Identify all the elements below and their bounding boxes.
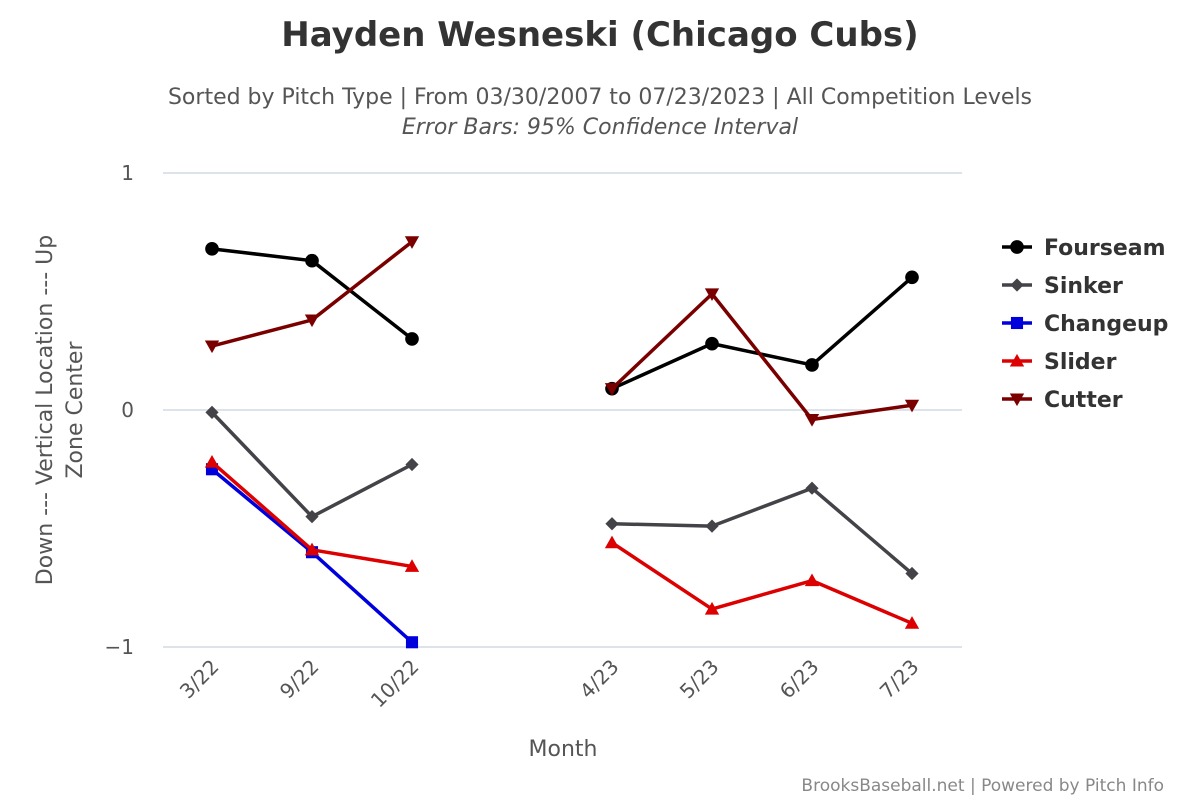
y-axis-title: Down --- Vertical Location --- Up Zone C… <box>33 235 88 585</box>
legend-marker-sinker[interactable] <box>1010 278 1024 292</box>
point-sinker-7-23[interactable] <box>905 566 919 581</box>
point-cutter-5-23[interactable] <box>704 288 720 302</box>
point-sinker-10-22[interactable] <box>405 457 419 472</box>
point-slider-3-22[interactable] <box>204 454 220 468</box>
legend-marker-changeup[interactable] <box>1010 316 1024 330</box>
point-slider-10-22[interactable] <box>404 559 420 572</box>
legend-label-fourseam: Fourseam <box>1044 236 1166 261</box>
x-axis-title: Month <box>529 737 598 762</box>
point-cutter-10-22[interactable] <box>404 236 420 249</box>
point-sinker-5-23[interactable] <box>705 519 719 533</box>
legend-label-slider: Slider <box>1044 350 1117 375</box>
y-axis-title-line1: Down --- Vertical Location --- Up <box>33 235 58 585</box>
x-tick-label-4-23: 4/23 <box>575 655 624 704</box>
legend-item-slider[interactable]: Slider <box>1002 350 1117 375</box>
series-sinker <box>205 405 919 581</box>
y-axis-title-line2: Zone Center <box>63 341 88 479</box>
point-changeup-10-22[interactable] <box>405 636 419 649</box>
series-slider <box>204 454 920 629</box>
point-sinker-4-23[interactable] <box>605 517 619 531</box>
series-changeup <box>205 463 419 649</box>
grid-layer <box>163 172 962 648</box>
point-fourseam-10-22[interactable] <box>405 332 419 346</box>
x-tick-label-10-22: 10/22 <box>366 655 424 713</box>
point-fourseam-6-23[interactable] <box>805 358 819 372</box>
y-tick-labels: 1 0 −1 <box>105 161 134 659</box>
point-cutter-6-23[interactable] <box>804 413 820 427</box>
legend-marker-cutter[interactable] <box>1009 393 1025 407</box>
point-cutter-9-22[interactable] <box>304 314 320 328</box>
x-tick-label-5-23: 5/23 <box>675 655 724 704</box>
legend-item-changeup[interactable]: Changeup <box>1002 312 1168 337</box>
point-slider-4-23[interactable] <box>604 535 620 549</box>
point-cutter-7-23[interactable] <box>904 399 920 413</box>
point-fourseam-7-23[interactable] <box>905 270 919 285</box>
point-sinker-9-22[interactable] <box>305 510 319 524</box>
legend-marker-slider[interactable] <box>1009 353 1025 367</box>
legend-item-fourseam[interactable]: Fourseam <box>1002 236 1166 261</box>
point-slider-5-23[interactable] <box>704 601 720 615</box>
chart-subtitle-error-bars: Error Bars: 95% Confidence Interval <box>402 115 798 140</box>
series-line-sinker-1 <box>210 410 414 519</box>
x-tick-label-3-22: 3/22 <box>175 655 224 704</box>
point-sinker-3-22[interactable] <box>205 405 219 419</box>
legend-label-sinker: Sinker <box>1044 274 1123 299</box>
y-tick-label: 1 <box>121 161 134 185</box>
series-line-cutter-2 <box>610 292 914 422</box>
chart-credits[interactable]: BrooksBaseball.net | Powered by Pitch In… <box>801 776 1164 796</box>
point-sinker-6-23[interactable] <box>805 481 819 495</box>
point-slider-6-23[interactable] <box>804 573 820 587</box>
point-slider-7-23[interactable] <box>904 616 920 629</box>
y-tick-label: −1 <box>105 635 134 659</box>
series-layer <box>204 236 920 649</box>
x-tick-labels: 3/22 9/22 10/22 4/23 5/23 6/23 7/23 <box>175 655 924 713</box>
x-tick-label-7-23: 7/23 <box>875 655 924 704</box>
legend-label-cutter: Cutter <box>1044 388 1123 413</box>
legend-marker-fourseam[interactable] <box>1010 240 1024 254</box>
point-fourseam-3-22[interactable] <box>205 242 219 256</box>
legend: Fourseam Sinker Changeup Slider Cutter <box>1002 236 1168 413</box>
point-cutter-4-23[interactable] <box>604 383 620 396</box>
point-slider-9-22[interactable] <box>304 542 320 556</box>
x-tick-label-9-22: 9/22 <box>275 655 324 704</box>
chart-title: Hayden Wesneski (Chicago Cubs) <box>281 15 918 55</box>
series-line-fourseam-2 <box>610 275 914 391</box>
x-tick-label-6-23: 6/23 <box>775 655 824 704</box>
legend-item-cutter[interactable]: Cutter <box>1002 388 1123 413</box>
point-fourseam-5-23[interactable] <box>705 336 719 351</box>
y-tick-label: 0 <box>121 398 134 422</box>
series-cutter <box>204 236 920 427</box>
series-line-sinker-2 <box>610 486 914 576</box>
point-fourseam-9-22[interactable] <box>305 253 319 268</box>
legend-label-changeup: Changeup <box>1044 312 1168 337</box>
chart-subtitle: Sorted by Pitch Type | From 03/30/2007 t… <box>168 85 1032 110</box>
legend-item-sinker[interactable]: Sinker <box>1002 274 1123 299</box>
series-line-slider-2 <box>610 540 914 626</box>
point-cutter-3-22[interactable] <box>204 340 220 354</box>
